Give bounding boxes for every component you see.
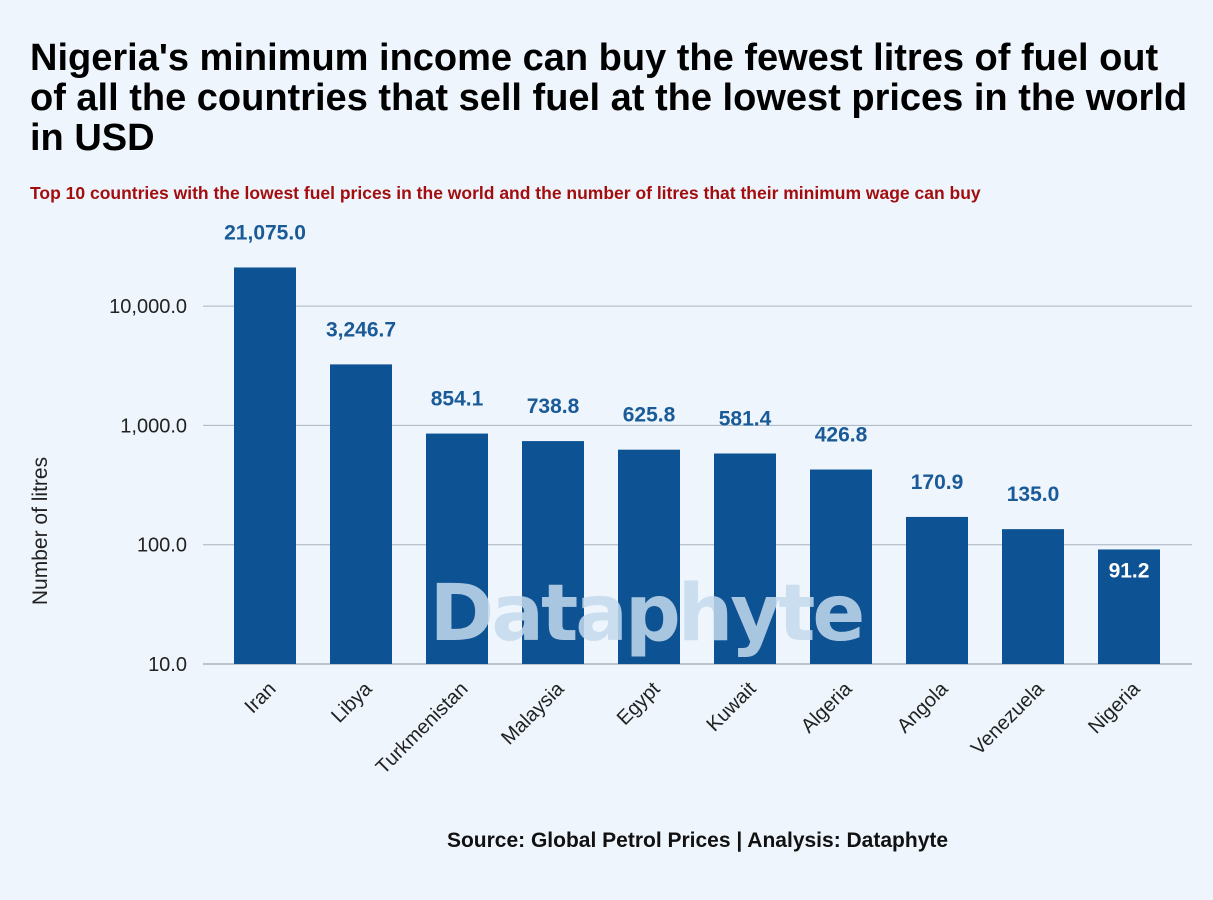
data-label: 91.2 <box>1109 559 1150 582</box>
y-axis-title: Number of litres <box>29 457 52 605</box>
data-label: 135.0 <box>1007 483 1060 506</box>
chart-subtitle: Top 10 countries with the lowest fuel pr… <box>30 183 981 203</box>
category-label: Turkmenistan <box>372 678 473 779</box>
bar-chart: 10.0 100.0 1,000.0 10,000.0 Number of litre… <box>29 221 1192 779</box>
bar <box>714 453 776 664</box>
category-label: Angola <box>893 677 953 737</box>
data-label: 170.9 <box>911 471 964 494</box>
category-label: Venezuela <box>967 677 1049 759</box>
y-tick-label: 10.0 <box>148 654 187 676</box>
category-label: Algeria <box>797 677 857 737</box>
category-label: Kuwait <box>703 678 761 736</box>
data-label: 581.4 <box>719 407 772 430</box>
watermark-logo: Dataphyte <box>430 569 863 659</box>
bar <box>906 516 968 664</box>
bar <box>810 469 872 664</box>
category-label: Egypt <box>613 678 665 730</box>
bar <box>234 267 296 664</box>
bars <box>234 267 1160 664</box>
y-axis-ticks: 10.0 100.0 1,000.0 10,000.0 <box>109 296 187 676</box>
data-label: 21,075.0 <box>224 221 306 244</box>
category-label: Nigeria <box>1084 677 1145 738</box>
data-label: 738.8 <box>527 395 580 418</box>
bar <box>426 433 488 664</box>
y-tick-label: 1,000.0 <box>120 415 187 437</box>
bar <box>1098 549 1160 664</box>
data-labels: 21,075.0 3,246.7 854.1 738.8 625.8 581.4 426.8… <box>224 221 1149 582</box>
data-label: 426.8 <box>815 424 868 447</box>
y-tick-label: 100.0 <box>137 535 187 557</box>
bar <box>330 364 392 664</box>
data-label: 625.8 <box>623 404 676 427</box>
chart-title: Nigeria's minimum income can buy the few… <box>30 37 1188 159</box>
data-label: 3,246.7 <box>326 318 396 341</box>
bar <box>618 449 680 664</box>
y-tick-label: 10,000.0 <box>109 296 187 318</box>
category-label: Malaysia <box>497 677 569 749</box>
data-label: 854.1 <box>431 388 484 411</box>
source-note: Source: Global Petrol Prices | Analysis:… <box>446 829 949 852</box>
category-label: Iran <box>241 678 281 718</box>
category-label: Libya <box>327 677 377 727</box>
bar <box>1002 529 1064 664</box>
bar <box>522 441 584 664</box>
